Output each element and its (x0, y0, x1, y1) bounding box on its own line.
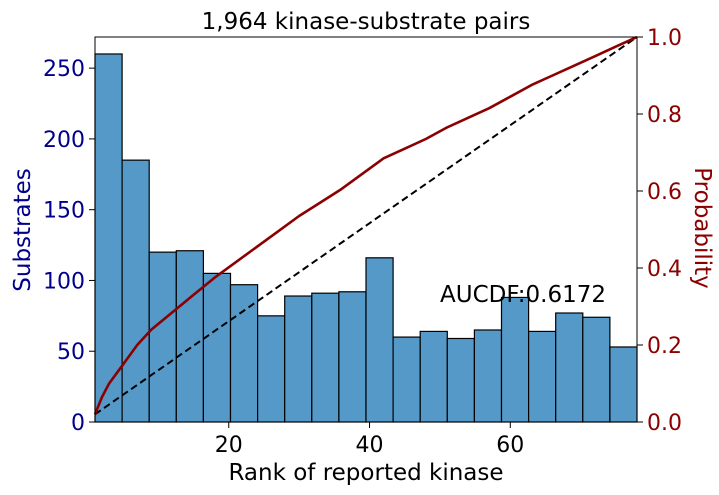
left-tick-label: 250 (43, 57, 85, 82)
aucdf-annotation: AUCDF:0.6172 (440, 282, 606, 308)
histogram-bar-12 (392, 336, 421, 423)
histogram-bar-14 (446, 337, 475, 423)
y-axis-label: Substrates (10, 168, 36, 291)
histogram-bar-2 (121, 159, 150, 423)
right-tick-label: 1.0 (647, 26, 682, 51)
x-tick-label: 20 (215, 433, 243, 458)
histogram-bar-17 (527, 330, 557, 423)
histogram-bar-9 (311, 292, 340, 423)
right-tick-label: 0.2 (647, 334, 682, 359)
plot-frame (94, 36, 638, 423)
left-tick-label: 100 (43, 269, 85, 294)
ticks-layer: 0 50 100 150 200 250 0.0 0.2 0.4 0.6 0.8 1.0 20 40 60 (43, 26, 682, 458)
histogram-bar-11 (365, 257, 394, 423)
x-axis-label: Rank of reported kinase (228, 460, 503, 486)
histogram-bar-13 (419, 330, 448, 423)
lines-layer (93, 35, 638, 416)
left-tick-label: 150 (43, 199, 85, 224)
histogram-bar-18 (555, 312, 584, 423)
histogram-bar-20 (609, 346, 638, 423)
right-tick-label: 0.8 (647, 103, 682, 128)
right-tick-label: 0.0 (647, 411, 682, 436)
histogram-bar-6 (229, 284, 259, 423)
histogram-bar-1 (94, 53, 123, 423)
right-tick-label: 0.4 (647, 257, 682, 282)
random-baseline-diagonal (94, 36, 638, 416)
left-tick-label: 200 (43, 128, 85, 153)
right-tick-label: 0.6 (647, 180, 682, 205)
histogram-bar-5 (202, 272, 232, 423)
histogram-bar-19 (582, 316, 611, 423)
histogram-bar-16 (500, 296, 530, 423)
x-tick-label: 60 (496, 433, 524, 458)
histogram-bar-7 (257, 315, 286, 423)
histogram-bar-15 (473, 329, 503, 423)
y2-axis-label: Probability (689, 167, 715, 289)
x-tick-label: 40 (356, 433, 384, 458)
bars-layer (94, 53, 638, 423)
histogram-bar-4 (175, 250, 205, 423)
histogram-bar-8 (284, 295, 313, 423)
histogram-bar-10 (338, 291, 367, 423)
histogram-bar-3 (148, 251, 177, 423)
chart-title: 1,964 kinase-substrate pairs (202, 9, 531, 35)
left-tick-label: 50 (57, 340, 85, 365)
cumulative-distribution-line (93, 35, 638, 415)
left-tick-label: 0 (71, 411, 85, 436)
